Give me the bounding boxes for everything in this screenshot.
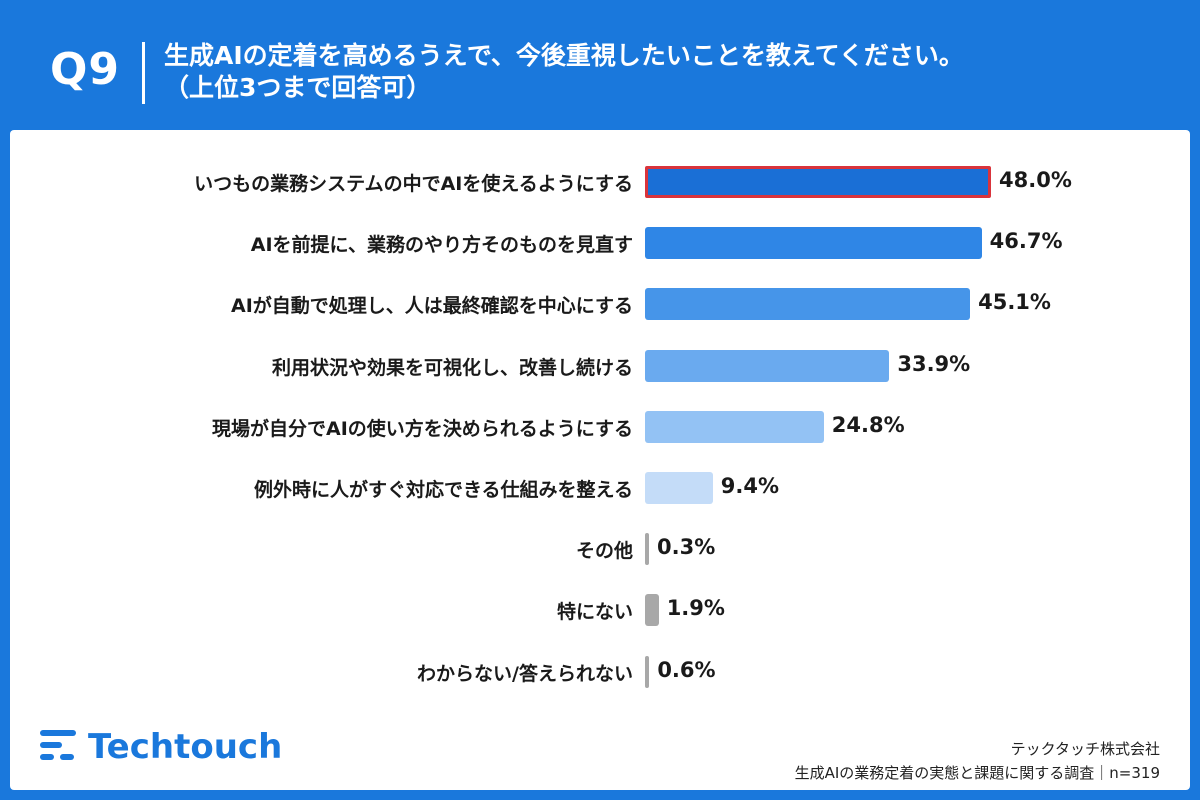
- category-label: AIを前提に、業務のやり方そのものを見直す: [250, 234, 633, 257]
- category-label: いつもの業務システムの中でAIを使えるようにする: [194, 173, 633, 195]
- bar: [645, 472, 713, 504]
- bar: [645, 166, 991, 198]
- category-label: 現場が自分でAIの使い方を決められるようにする: [212, 417, 633, 440]
- category-label: その他: [575, 540, 633, 563]
- bar: [645, 594, 659, 627]
- question-title-line2: （上位3つまで回答可）: [164, 73, 432, 102]
- category-label: わからない/答えられない: [417, 662, 633, 685]
- bar: [645, 349, 890, 382]
- bar: [645, 288, 971, 321]
- question-title: 生成AIの定着を高めるうえで、今後重視したいことを教えてください。 （上位3つま…: [164, 40, 964, 104]
- value-label: 24.8%: [831, 412, 905, 437]
- category-label: AIが自動で処理し、人は最終確認を中心にする: [231, 295, 633, 318]
- question-number: Q9: [50, 44, 121, 95]
- question-title-line1: 生成AIの定着を高めるうえで、今後重視したいことを教えてください。: [164, 41, 964, 70]
- footer-survey: 生成AIの業務定着の実態と課題に関する調査｜n=319: [794, 764, 1160, 782]
- category-label: 利用状況や効果を可視化し、改善し続ける: [271, 356, 633, 379]
- bar: [645, 410, 824, 443]
- footer-company: テックタッチ株式会社: [1010, 740, 1160, 758]
- brand-logo-text: Techtouch: [88, 727, 283, 767]
- bar: [645, 655, 650, 688]
- bar: [645, 227, 982, 260]
- category-label: 特にない: [556, 601, 633, 624]
- value-label: 46.7%: [989, 229, 1063, 254]
- chart-card: [10, 130, 1190, 790]
- value-label: 9.4%: [720, 474, 779, 498]
- value-label: 45.1%: [978, 290, 1051, 315]
- value-label: 1.9%: [666, 596, 725, 621]
- value-label: 0.3%: [657, 535, 716, 560]
- value-label: 0.6%: [657, 657, 716, 682]
- value-label: 33.9%: [897, 351, 971, 376]
- bar: [645, 533, 649, 566]
- category-label: 例外時に人がすぐ対応できる仕組みを整える: [253, 479, 633, 501]
- techtouch-logo-icon: [40, 730, 76, 760]
- header-divider: [142, 42, 145, 104]
- header: Q9 生成AIの定着を高めるうえで、今後重視したいことを教えてください。 （上位…: [0, 0, 1200, 130]
- value-label: 48.0%: [999, 168, 1072, 192]
